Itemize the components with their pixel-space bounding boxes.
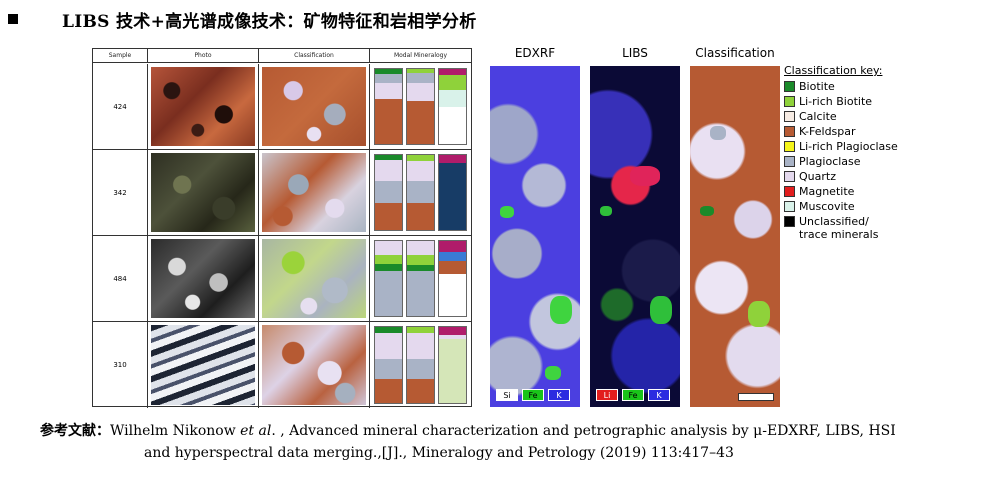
modal-mineralogy-bars <box>374 240 467 317</box>
classification-image <box>262 153 366 232</box>
legend-swatch <box>784 216 795 227</box>
channel-si: Si <box>496 389 518 401</box>
classification-panel: Classification <box>690 46 780 407</box>
channel-fe: Fe <box>522 389 544 401</box>
modal-mineralogy-bars <box>374 68 467 145</box>
classification-image <box>262 325 366 405</box>
reference: 参考文献：Wilhelm Nikonow et al. , Advanced m… <box>40 420 980 464</box>
legend-item: Plagioclase <box>784 155 988 170</box>
rock-photo <box>151 325 255 405</box>
bar <box>406 154 435 231</box>
table-row: 310 <box>93 322 471 408</box>
legend-swatch <box>784 141 795 152</box>
legend-item: Li-rich Biotite <box>784 95 988 110</box>
bar <box>406 240 435 317</box>
modal-mineralogy-bars <box>374 154 467 231</box>
channel-legend: Li Fe K <box>596 389 670 401</box>
bar <box>438 326 467 404</box>
legend-swatch <box>784 201 795 212</box>
classification-key: Classification key: Biotite Li-rich Biot… <box>784 64 988 243</box>
bar <box>374 68 403 145</box>
sample-number: 342 <box>113 188 127 197</box>
bar <box>406 68 435 145</box>
channel-li: Li <box>596 389 618 401</box>
bar <box>438 154 467 231</box>
mineralogy-table: Sample Photo Classification Modal Minera… <box>92 48 472 408</box>
reference-authors: Wilhelm Nikonow <box>110 423 241 439</box>
legend-item: Li-rich Plagioclase <box>784 140 988 155</box>
legend-item: Quartz <box>784 170 988 185</box>
legend-swatch <box>784 81 795 92</box>
edxrf-panel: EDXRF Si Fe K <box>490 46 580 407</box>
rock-photo <box>151 67 255 146</box>
scale-bar <box>738 393 774 401</box>
reference-line-2: and hyperspectral data merging.,[J]., Mi… <box>144 445 734 461</box>
header-photo: Photo <box>148 49 259 62</box>
legend-swatch <box>784 126 795 137</box>
channel-k: K <box>548 389 570 401</box>
channel-legend: Si Fe K <box>496 389 570 401</box>
libs-map: Li Fe K <box>590 66 680 407</box>
edxrf-title: EDXRF <box>514 46 556 60</box>
header-classification: Classification <box>259 49 370 62</box>
classification-title: Classification <box>695 46 775 60</box>
legend-item: Biotite <box>784 80 988 95</box>
table-header: Sample Photo Classification Modal Minera… <box>93 49 471 63</box>
reference-text-1: . , Advanced mineral characterization an… <box>271 423 896 439</box>
header-modal-mineralogy: Modal Mineralogy <box>393 52 448 59</box>
rock-photo <box>151 239 255 318</box>
classification-image <box>262 239 366 318</box>
figure: Sample Photo Classification Modal Minera… <box>92 46 988 408</box>
bar <box>374 326 403 404</box>
modal-mineralogy-bars <box>374 326 467 404</box>
slide-heading: LIBS 技术+高光谱成像技术：矿物特征和岩相学分析 <box>8 6 477 32</box>
bar <box>374 240 403 317</box>
sample-number: 424 <box>113 102 127 111</box>
legend-item: Muscovite <box>784 200 988 215</box>
legend-swatch <box>784 156 795 167</box>
legend-item: Calcite <box>784 110 988 125</box>
classification-map <box>690 66 780 407</box>
legend-item: Unclassified/trace minerals <box>784 215 988 243</box>
bar <box>438 240 467 317</box>
legend-swatch <box>784 111 795 122</box>
slide-title: LIBS 技术+高光谱成像技术：矿物特征和岩相学分析 <box>62 11 477 32</box>
bar <box>438 68 467 145</box>
channel-k: K <box>648 389 670 401</box>
table-row: 484 <box>93 236 471 322</box>
rock-photo <box>151 153 255 232</box>
legend-swatch <box>784 171 795 182</box>
bar <box>406 326 435 404</box>
legend-title: Classification key: <box>784 64 883 77</box>
table-row: 424 <box>93 64 471 150</box>
legend-item: Magnetite <box>784 185 988 200</box>
reference-etal: et al <box>240 423 272 439</box>
bar <box>374 154 403 231</box>
reference-label: 参考文献： <box>40 423 110 439</box>
legend-swatch <box>784 96 795 107</box>
libs-title: LIBS <box>622 46 648 60</box>
classification-image <box>262 67 366 146</box>
channel-fe: Fe <box>622 389 644 401</box>
legend-swatch <box>784 186 795 197</box>
legend-item: K-Feldspar <box>784 125 988 140</box>
sample-number: 484 <box>113 274 127 283</box>
libs-panel: LIBS Li Fe K <box>590 46 680 407</box>
table-row: 342 <box>93 150 471 236</box>
square-bullet-icon <box>8 14 18 24</box>
reference-line-1: 参考文献：Wilhelm Nikonow et al. , Advanced m… <box>40 420 980 442</box>
header-sample: Sample <box>93 49 148 62</box>
edxrf-map: Si Fe K <box>490 66 580 407</box>
sample-number: 310 <box>113 361 127 369</box>
